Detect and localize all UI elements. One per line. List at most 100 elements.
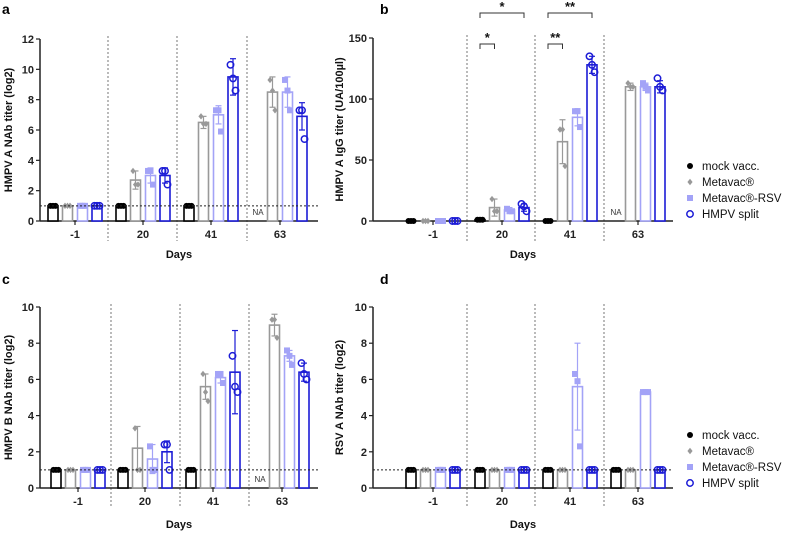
x-tick-label: -1 (428, 229, 438, 241)
x-tick-label: 20 (139, 496, 151, 508)
x-axis-label: Days (510, 519, 536, 531)
data-point (231, 86, 240, 95)
legend-label: HMPV split (702, 209, 760, 221)
data-point (522, 207, 531, 216)
data-point (267, 76, 273, 84)
data-point (202, 388, 209, 396)
data-point (269, 87, 276, 94)
panel-letter: c (2, 271, 10, 287)
data-point (160, 440, 169, 449)
legend-label: mock vacc. (702, 161, 760, 173)
data-point (509, 208, 515, 215)
x-tick-label: 20 (496, 496, 508, 508)
panel-letter: b (380, 1, 389, 17)
significance-label: * (485, 30, 491, 45)
data-point (150, 181, 156, 188)
panel-letter: d (380, 271, 389, 287)
x-axis-label: Days (166, 249, 192, 261)
x-axis-label: Days (510, 249, 536, 261)
legend: mock vacc. Metavac® Metavac®-RSV HMPV split (686, 430, 782, 490)
significance-label: ** (565, 0, 576, 14)
legend-label: HMPV split (702, 478, 760, 490)
data-point (287, 107, 293, 114)
data-point (272, 107, 278, 114)
data-point (298, 106, 306, 115)
data-point (642, 83, 649, 90)
data-point (645, 87, 651, 94)
data-point (585, 52, 594, 61)
x-tick-label: -1 (73, 496, 83, 508)
data-point (448, 217, 457, 225)
data-point (559, 126, 566, 133)
y-tick-label: 4 (28, 411, 35, 423)
y-tick-label: 4 (28, 155, 35, 167)
panel-a: a HMPV A NAb titer (log2) 0 2 4 6 8 10 12 -1 20 41 6… (2, 1, 318, 261)
y-tick-label: 6 (28, 125, 34, 137)
y-tick-label: 150 (349, 33, 367, 45)
data-point (658, 86, 667, 95)
significance-label: ** (550, 30, 561, 45)
data-point (220, 380, 226, 387)
data-point (135, 181, 141, 188)
data-point (198, 113, 204, 120)
y-tick-label: 4 (361, 411, 368, 423)
y-axis-label: HMPV A IgG titer (UA/100µl) (334, 57, 346, 202)
data-point (302, 375, 311, 384)
x-tick-label: 63 (276, 496, 288, 508)
legend-marker-icon (687, 447, 693, 455)
bar (227, 76, 239, 222)
data-point (574, 108, 581, 115)
data-point (120, 202, 127, 209)
data-point (656, 465, 664, 474)
x-tick-label: 41 (207, 496, 219, 508)
legend-marker-icon (687, 195, 693, 201)
x-tick-label: 63 (632, 496, 644, 508)
data-point (284, 87, 291, 94)
data-point (479, 216, 486, 223)
y-tick-label: 8 (28, 338, 34, 350)
y-tick-label: 12 (22, 34, 34, 46)
data-point (233, 388, 242, 397)
data-point (451, 217, 459, 225)
na-label: NA (252, 208, 264, 217)
legend-label: Metavac®-RSV (702, 193, 782, 205)
legend-marker-icon (687, 163, 693, 169)
y-axis-label: HMPV A NAb titer (log2) (3, 67, 15, 192)
data-point (453, 217, 462, 225)
legend-label: Metavac® (702, 177, 754, 189)
data-point (425, 466, 431, 474)
significance-bracket (547, 43, 563, 49)
data-point (588, 465, 596, 474)
data-point (509, 466, 515, 473)
panel-b: b HMPV A IgG titer (UA/100µl) 0 50 100 150 -1 2… (334, 0, 782, 261)
data-point (274, 334, 280, 341)
y-tick-label: 50 (355, 155, 367, 167)
legend-marker-icon (687, 432, 693, 438)
data-point (161, 167, 169, 175)
na-label: NA (610, 208, 622, 217)
data-point (588, 60, 596, 69)
data-point (297, 359, 306, 368)
data-point (410, 218, 417, 224)
x-axis-label: Days (166, 519, 192, 531)
data-point (547, 218, 554, 224)
y-tick-label: 100 (349, 94, 367, 106)
data-point (203, 120, 209, 128)
bar (639, 86, 652, 222)
data-point (590, 68, 599, 77)
data-point (130, 167, 136, 175)
x-tick-label: 63 (632, 229, 644, 241)
data-point (289, 361, 295, 368)
data-point (520, 465, 528, 474)
y-tick-label: 10 (22, 64, 34, 76)
significance-bracket (479, 43, 495, 49)
y-tick-label: 8 (361, 338, 367, 350)
legend-marker-icon (686, 210, 694, 218)
y-tick-label: 10 (355, 302, 367, 314)
y-tick-label: 0 (28, 216, 34, 228)
data-point (295, 106, 304, 115)
data-point (200, 370, 206, 378)
x-tick-label: -1 (428, 496, 438, 508)
data-point (562, 162, 568, 170)
